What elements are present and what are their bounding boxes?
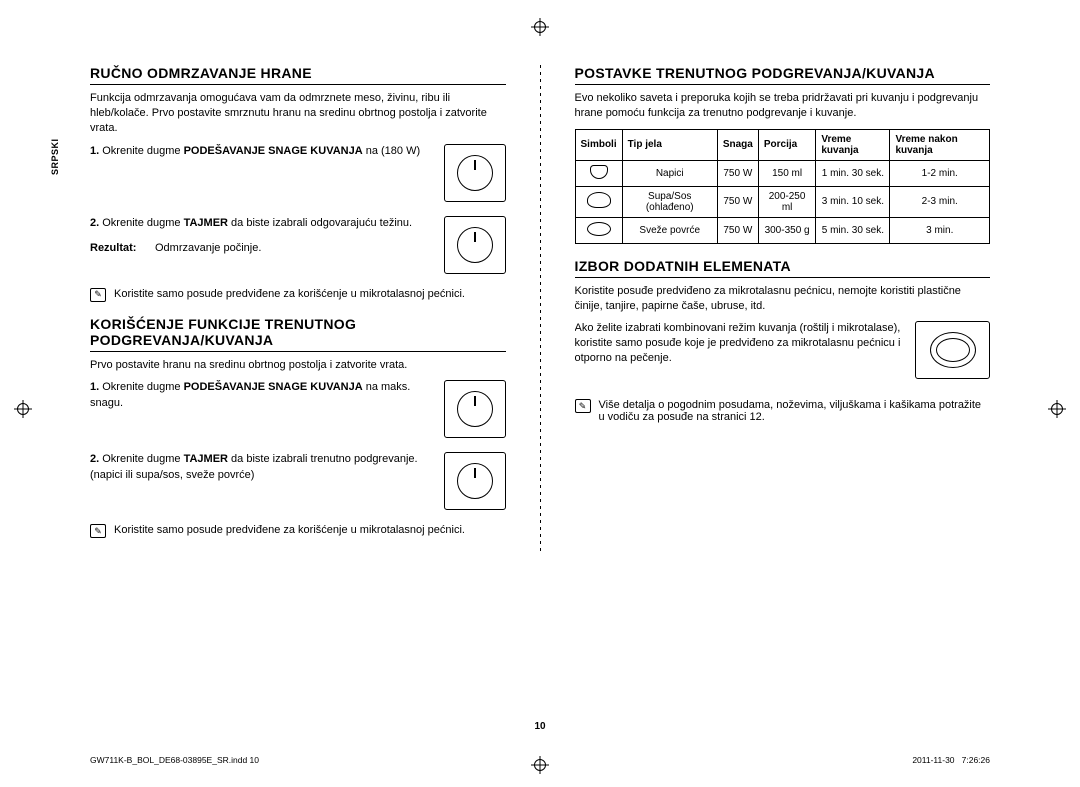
td: Napici: [622, 160, 717, 186]
step-text: 1. Okrenite dugme PODEŠAVANJE SNAGE KUVA…: [90, 380, 434, 411]
step-row-1b: 1. Okrenite dugme PODEŠAVANJE SNAGE KUVA…: [90, 380, 506, 438]
intro-instant: Prvo postavite hranu na sredinu obrtnog …: [90, 358, 506, 373]
symbol-cell: [575, 186, 622, 217]
td: 1 min. 30 sek.: [816, 160, 890, 186]
bowl-icon: [587, 192, 611, 208]
footer: GW711K-B_BOL_DE68-03895E_SR.indd 10 2011…: [90, 755, 990, 765]
settings-table: Simboli Tip jela Snaga Porcija Vreme kuv…: [575, 129, 991, 244]
td: 750 W: [717, 217, 758, 243]
intro-defrost: Funkcija odmrzavanja omogućava vam da od…: [90, 91, 506, 136]
td: 3 min. 10 sek.: [816, 186, 890, 217]
power-dial-icon: [444, 144, 506, 202]
footer-file: GW711K-B_BOL_DE68-03895E_SR.indd 10: [90, 755, 259, 765]
step-row-2: 2. Okrenite dugme TAJMER da biste izabra…: [90, 216, 506, 274]
step-text: 2. Okrenite dugme TAJMER da biste izabra…: [90, 452, 434, 483]
note-icon: ✎: [575, 399, 591, 413]
td: 300-350 g: [758, 217, 816, 243]
td: Sveže povrće: [622, 217, 717, 243]
cookware-illustration: [915, 321, 990, 379]
note-row: ✎ Koristite samo posude predviđene za ko…: [90, 524, 506, 538]
timer-dial-icon: [444, 216, 506, 274]
note-icon: ✎: [90, 524, 106, 538]
side-language-label: SRPSKI: [50, 138, 60, 175]
th: Tip jela: [622, 129, 717, 160]
note-text: Koristite samo posude predviđene za kori…: [114, 288, 465, 300]
note-row: ✎ Koristite samo posude predviđene za ko…: [90, 288, 506, 302]
td: 2-3 min.: [890, 186, 990, 217]
th: Snaga: [717, 129, 758, 160]
table-row: Napici 750 W 150 ml 1 min. 30 sek. 1-2 m…: [575, 160, 990, 186]
td: 3 min.: [890, 217, 990, 243]
note-text: Koristite samo posude predviđene za kori…: [114, 524, 465, 536]
registration-mark-left: [14, 400, 32, 418]
left-column: RUČNO ODMRZAVANJE HRANE Funkcija odmrzav…: [90, 65, 506, 552]
plate-icon: [587, 222, 611, 236]
right-column: POSTAVKE TRENUTNOG PODGREVANJA/KUVANJA E…: [575, 65, 991, 552]
th: Vreme nakon kuvanja: [890, 129, 990, 160]
heading-accessories: IZBOR DODATNIH ELEMENATA: [575, 258, 991, 278]
step-row-2b: 2. Okrenite dugme TAJMER da biste izabra…: [90, 452, 506, 510]
step-text: 1. Okrenite dugme PODEŠAVANJE SNAGE KUVA…: [90, 144, 434, 159]
table-row: Supa/Sos (ohlađeno) 750 W 200-250 ml 3 m…: [575, 186, 990, 217]
step-text: 2. Okrenite dugme TAJMER da biste izabra…: [90, 216, 434, 257]
symbol-cell: [575, 217, 622, 243]
power-dial-icon: [444, 380, 506, 438]
note-icon: ✎: [90, 288, 106, 302]
td: 150 ml: [758, 160, 816, 186]
td: 1-2 min.: [890, 160, 990, 186]
heading-instant: KORIŠĆENJE FUNKCIJE TRENUTNOG PODGREVANJ…: [90, 316, 506, 352]
timer-dial-icon: [444, 452, 506, 510]
heading-settings: POSTAVKE TRENUTNOG PODGREVANJA/KUVANJA: [575, 65, 991, 85]
registration-mark-top: [531, 18, 549, 36]
th: Vreme kuvanja: [816, 129, 890, 160]
column-divider: [540, 65, 541, 552]
accessories-p1: Koristite posuđe predviđeno za mikrotala…: [575, 284, 991, 314]
intro-settings: Evo nekoliko saveta i preporuka kojih se…: [575, 91, 991, 121]
registration-mark-right: [1048, 400, 1066, 418]
symbol-cell: [575, 160, 622, 186]
table-row: Sveže povrće 750 W 300-350 g 5 min. 30 s…: [575, 217, 990, 243]
cup-icon: [590, 165, 608, 179]
td: 750 W: [717, 160, 758, 186]
step-row-1: 1. Okrenite dugme PODEŠAVANJE SNAGE KUVA…: [90, 144, 506, 202]
note-text: Više detalja o pogodnim posudama, noževi…: [599, 399, 991, 423]
td: 5 min. 30 sek.: [816, 217, 890, 243]
note-row: ✎ Više detalja o pogodnim posudama, nože…: [575, 399, 991, 423]
page-number: 10: [534, 721, 545, 732]
footer-datetime: 2011-11-30 7:26:26: [912, 755, 990, 765]
th: Simboli: [575, 129, 622, 160]
table-header-row: Simboli Tip jela Snaga Porcija Vreme kuv…: [575, 129, 990, 160]
td: 750 W: [717, 186, 758, 217]
td: Supa/Sos (ohlađeno): [622, 186, 717, 217]
td: 200-250 ml: [758, 186, 816, 217]
th: Porcija: [758, 129, 816, 160]
heading-defrost: RUČNO ODMRZAVANJE HRANE: [90, 65, 506, 85]
